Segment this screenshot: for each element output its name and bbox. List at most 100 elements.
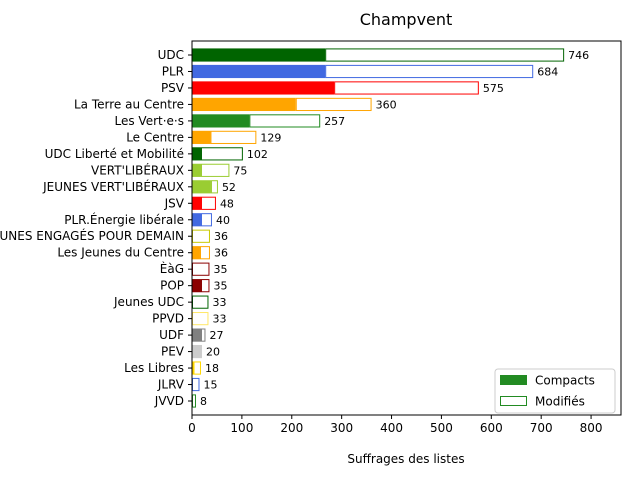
- y-axis: UDC PLR PSV La Terre au Centre Les Vert·e·s L…: [0, 48, 192, 408]
- legend-swatch-modifies: [500, 396, 527, 406]
- x-axis: 0 100 200 300 400 500 600 700 800: [188, 415, 603, 435]
- data-label: 746: [568, 49, 589, 62]
- bar-modifies: [295, 97, 372, 112]
- y-tick-label: VERT'LIBÉRAUX: [91, 162, 184, 177]
- bar-modifies: [192, 295, 209, 309]
- bar-modifies: [200, 213, 212, 227]
- y-tick-label: UDC Liberté et Mobilité: [45, 147, 184, 161]
- bar-compacts: [192, 344, 202, 359]
- bar-modifies: [200, 147, 243, 161]
- legend-label: Compacts: [535, 374, 595, 388]
- y-tick-label: Les Libres: [124, 361, 184, 375]
- bar-compacts: [192, 163, 201, 177]
- x-tick-label: 100: [230, 421, 253, 435]
- bar-modifies: [192, 229, 210, 243]
- y-tick-label: JEUNES VERT'LIBÉRAUX: [42, 179, 184, 194]
- data-label: 40: [216, 214, 230, 227]
- data-label: 27: [209, 329, 223, 342]
- bar-modifies: [210, 130, 257, 144]
- data-label: 36: [214, 247, 228, 260]
- bar-compacts: [192, 147, 201, 161]
- x-tick-label: 400: [380, 421, 403, 435]
- bar-compacts: [192, 328, 201, 342]
- bar-modifies: [199, 246, 210, 260]
- bar-compacts: [192, 361, 194, 375]
- chart-title: Champvent: [360, 10, 453, 29]
- data-label: 35: [213, 263, 227, 276]
- legend-label: Modifiés: [535, 395, 585, 409]
- bar-compacts: [192, 213, 201, 227]
- data-label: 360: [376, 98, 397, 111]
- y-tick-label: POP: [160, 279, 184, 293]
- y-tick-label: Les Vert·e·s: [115, 114, 185, 128]
- x-axis-label: Suffrages des listes: [347, 452, 464, 466]
- bar-modifies: [325, 48, 565, 62]
- data-label: 75: [233, 164, 247, 177]
- x-tick-label: 200: [280, 421, 303, 435]
- bar-modifies: [192, 312, 209, 326]
- bar-compacts: [192, 48, 326, 62]
- bar-modifies: [192, 394, 196, 408]
- bar-modifies: [200, 328, 206, 342]
- data-label: 18: [205, 362, 219, 375]
- data-label: 257: [324, 115, 345, 128]
- bar-modifies: [192, 262, 210, 276]
- data-label: 8: [200, 395, 207, 408]
- bar-modifies: [325, 64, 534, 79]
- bar-compacts: [192, 130, 211, 144]
- y-tick-label: PLR: [162, 64, 184, 78]
- y-tick-label: PLR.Énergie libérale: [64, 212, 184, 227]
- y-tick-label: UDC: [158, 48, 184, 62]
- y-tick-label: JLRV: [157, 378, 185, 392]
- data-label: 129: [260, 131, 281, 144]
- data-label: 33: [212, 296, 226, 309]
- y-tick-label: PEV: [161, 345, 185, 359]
- y-tick-label: PSV: [161, 81, 185, 95]
- bar-compacts: [192, 97, 296, 112]
- data-label: 15: [203, 379, 217, 392]
- x-tick-label: 800: [580, 421, 603, 435]
- data-label: 48: [220, 197, 234, 210]
- data-label: 35: [213, 280, 227, 293]
- y-tick-label: La Terre au Centre: [74, 97, 184, 111]
- bar-compacts: [192, 246, 200, 260]
- bar-compacts: [192, 81, 335, 95]
- plot-frame: [191, 40, 622, 416]
- bar-modifies: [200, 163, 230, 177]
- bar-compacts: [192, 279, 201, 293]
- bar-modifies: [193, 361, 201, 375]
- y-tick-label: JSV: [164, 196, 185, 210]
- x-tick-label: 300: [330, 421, 353, 435]
- data-label: 36: [214, 230, 228, 243]
- bar-modifies: [200, 196, 216, 210]
- y-tick-label: UDF: [159, 328, 184, 342]
- data-label: 684: [537, 65, 558, 78]
- bar-compacts: [192, 180, 211, 194]
- bar-modifies: [210, 180, 218, 194]
- y-tick-label: PPVD: [152, 312, 184, 326]
- legend-swatch-compacts: [500, 375, 527, 385]
- data-label: 33: [212, 313, 226, 326]
- x-tick-label: 600: [480, 421, 503, 435]
- y-tick-label: Les Jeunes du Centre: [57, 246, 184, 260]
- bar-modifies: [334, 81, 479, 95]
- y-tick-label: JVVD: [154, 394, 184, 408]
- x-tick-label: 500: [430, 421, 453, 435]
- bar-modifies: [192, 377, 200, 392]
- y-tick-label: Jeunes UDC: [113, 295, 184, 309]
- x-tick-label: 700: [530, 421, 553, 435]
- y-tick-label: Le Centre: [126, 130, 184, 144]
- bar-modifies: [200, 279, 210, 293]
- bar-modifies: [249, 114, 321, 128]
- y-tick-label: ÈàG: [160, 261, 184, 276]
- legend: Compacts Modifiés: [494, 368, 616, 414]
- data-label: 575: [483, 82, 504, 95]
- data-label: 20: [206, 346, 220, 359]
- x-tick-label: 0: [188, 421, 196, 435]
- bar-compacts: [192, 64, 326, 79]
- bar-compacts: [192, 196, 201, 210]
- y-tick-label: JEUNES ENGAGÉS POUR DEMAIN: [0, 228, 184, 243]
- bar-compacts: [192, 114, 250, 128]
